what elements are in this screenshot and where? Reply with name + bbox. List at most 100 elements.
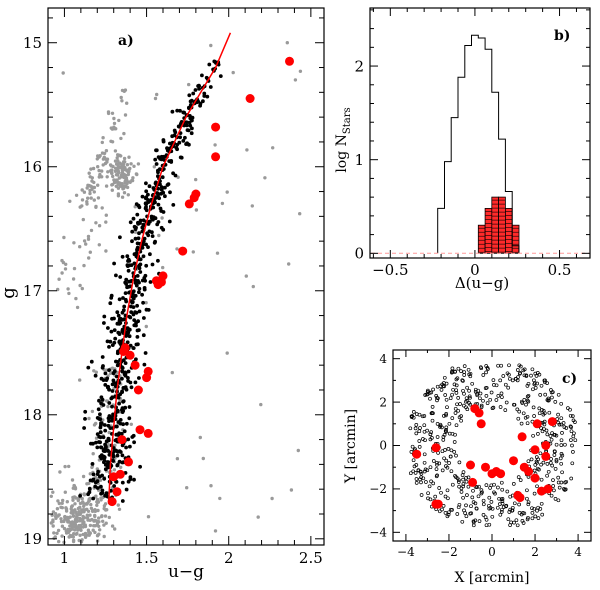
field-star-point xyxy=(98,478,103,482)
field-star-point xyxy=(116,165,121,170)
field-star-point xyxy=(470,495,475,500)
field-star-point xyxy=(516,475,521,479)
field-star-point xyxy=(78,505,82,509)
field-star-point xyxy=(548,461,553,465)
field-star-point xyxy=(547,398,551,403)
field-star-point xyxy=(442,414,446,418)
member-star-point xyxy=(137,280,141,285)
field-star-point xyxy=(431,481,436,486)
member-star-point xyxy=(107,401,112,405)
field-star-point xyxy=(535,484,539,489)
member-star-point xyxy=(120,369,125,373)
member-star-point xyxy=(138,464,143,469)
field-star-point xyxy=(479,405,484,409)
field-star-point xyxy=(568,424,573,429)
field-star-point xyxy=(519,399,524,404)
field-star-point xyxy=(563,442,567,447)
member-star-point xyxy=(144,208,149,213)
field-star-point xyxy=(524,374,529,378)
field-star-point xyxy=(82,190,87,194)
member-star-point xyxy=(167,219,172,224)
field-star-point xyxy=(439,388,444,392)
field-star-point xyxy=(74,296,78,301)
member-star-point xyxy=(100,488,105,493)
field-star-point xyxy=(92,190,97,194)
field-star-point xyxy=(104,249,108,253)
field-star-point xyxy=(119,136,123,141)
member-star-point xyxy=(106,436,111,441)
field-star-point xyxy=(434,474,439,479)
field-star-point xyxy=(128,180,132,184)
member-star-point xyxy=(141,333,146,338)
member-star-point xyxy=(130,300,135,304)
member-star-point xyxy=(160,175,165,180)
field-star-point xyxy=(559,461,564,466)
field-star-point xyxy=(96,165,100,169)
field-star-point xyxy=(51,524,55,528)
field-star-point xyxy=(498,378,503,383)
member-star-point xyxy=(144,202,149,206)
field-star-point xyxy=(72,266,77,271)
field-star-point xyxy=(541,412,546,417)
member-star-point xyxy=(157,196,162,201)
member-star-point xyxy=(107,387,111,392)
member-star-point xyxy=(136,319,141,324)
field-star-point xyxy=(473,501,478,506)
member-star-point xyxy=(182,110,187,115)
field-star-point xyxy=(486,367,490,371)
field-star-point xyxy=(121,187,125,191)
field-star-point xyxy=(408,471,413,476)
field-star-point xyxy=(120,162,124,166)
member-star-point xyxy=(127,416,132,421)
field-star-point xyxy=(536,516,541,520)
field-star-point xyxy=(478,365,483,370)
member-star-point xyxy=(188,103,193,107)
field-star-point xyxy=(73,508,77,512)
field-star-point xyxy=(447,510,451,515)
field-star-point xyxy=(453,370,457,374)
field-star-point xyxy=(569,429,574,434)
member-star-point xyxy=(141,300,146,305)
member-star-point xyxy=(106,384,110,389)
field-star-point xyxy=(70,509,74,513)
member-star-point xyxy=(158,206,163,211)
field-star-point xyxy=(536,457,540,462)
field-star-point xyxy=(499,363,504,368)
member-star-point xyxy=(110,382,115,387)
member-star-point xyxy=(148,280,153,284)
member-star-point xyxy=(106,465,110,470)
field-star-point xyxy=(425,428,429,433)
field-star-point xyxy=(65,500,70,504)
highlighted-star-point xyxy=(509,456,518,466)
member-star-point xyxy=(106,416,111,421)
x-tick-label: −2 xyxy=(440,545,458,559)
member-star-point xyxy=(181,139,186,143)
field-star-point xyxy=(464,479,469,484)
field-star-point xyxy=(559,443,564,447)
field-star-point xyxy=(435,435,440,439)
member-star-point xyxy=(201,99,205,104)
member-star-point xyxy=(142,316,146,320)
member-star-point xyxy=(123,405,128,410)
field-star-point xyxy=(529,457,534,462)
highlight-histogram-bar xyxy=(491,196,499,254)
highlighted-star-point xyxy=(285,56,294,66)
member-star-point xyxy=(89,359,94,364)
panel-b-all-histogram xyxy=(437,34,520,254)
field-star-point xyxy=(551,478,555,482)
field-star-point xyxy=(126,193,130,197)
field-star-point xyxy=(450,508,454,512)
member-star-point xyxy=(144,242,149,247)
field-star-point xyxy=(110,171,114,175)
field-star-point xyxy=(86,234,91,239)
field-star-point xyxy=(538,393,543,397)
field-star-point xyxy=(100,140,105,145)
field-star-point xyxy=(456,366,461,371)
panel-a-highlighted-stars xyxy=(107,56,294,507)
field-star-point xyxy=(552,453,557,457)
field-star-point xyxy=(58,470,62,474)
field-star-point xyxy=(417,445,422,449)
member-star-point xyxy=(93,373,98,378)
field-star-point xyxy=(271,146,275,150)
